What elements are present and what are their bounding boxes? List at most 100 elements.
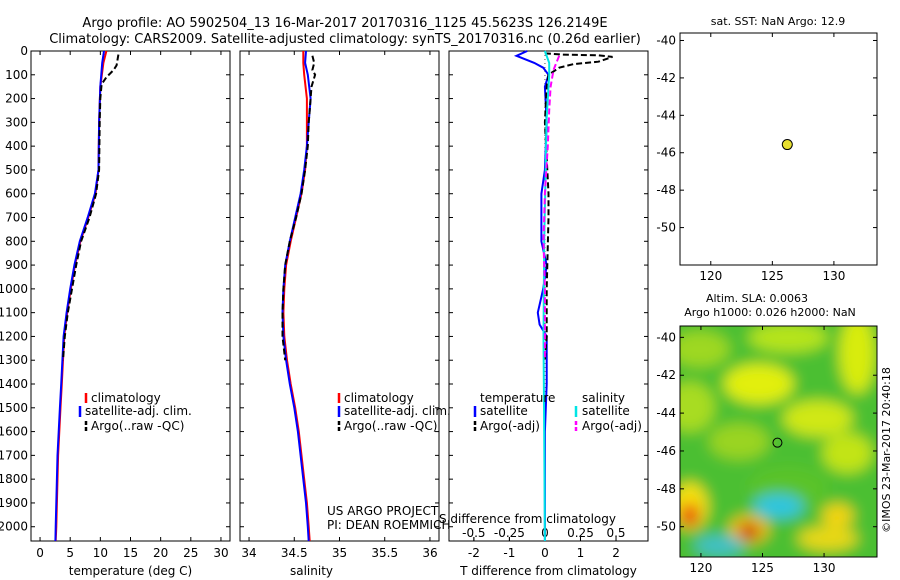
lon-tick-label: 125 [761, 269, 784, 283]
legend-label-s-argo: Argo(-adj) [582, 419, 642, 433]
x-tick-label: 20 [153, 546, 168, 560]
legend-label-argo: Argo(..raw -QC) [344, 419, 437, 433]
legend-header-temperature: temperature [480, 391, 555, 405]
top-axis-label: S difference from climatology [439, 512, 616, 526]
lat-tick-label: -42 [656, 71, 676, 85]
sla-blob [694, 535, 745, 556]
salinity-plot: 34 34.5 35 35.5 36 salinity [239, 50, 440, 578]
depth-tick-label: 1500 [0, 401, 28, 415]
x-tick-label: -2 [468, 546, 480, 560]
series-t-argo-adj- [543, 52, 613, 361]
lat-tick-label: -40 [656, 33, 676, 47]
credits-line1: US ARGO PROJECT [327, 504, 439, 518]
legend-label-climatology: climatology [344, 391, 414, 405]
lat-tick-label: -40 [656, 330, 676, 344]
series-s-satellite [542, 50, 551, 542]
difference-legend: temperature salinity satellite Argo(-adj… [473, 391, 642, 433]
sla-title-line1: Altim. SLA: 0.0063 [706, 292, 808, 305]
series-argo-raw-qc- [62, 54, 120, 361]
lon-tick-label: 125 [751, 561, 774, 575]
figure-title-line1: Argo profile: AO 5902504_13 16-Mar-2017 … [82, 16, 607, 31]
top-tick-label: -0.5 [462, 526, 485, 540]
sla-blob [680, 503, 699, 528]
series-s-argo-adj- [542, 55, 561, 361]
x-axis-label: salinity [290, 564, 333, 578]
map-frame [679, 325, 878, 558]
x-tick-label: 10 [93, 546, 108, 560]
depth-tick-label: 200 [5, 92, 28, 106]
top-tick-label: -0.25 [494, 526, 525, 540]
lat-tick-label: -50 [656, 520, 676, 534]
salinity-legend: climatology satellite-adj. clim. Argo(..… [337, 391, 451, 433]
x-tick-label: 5 [66, 546, 74, 560]
legend-label-t-satellite: satellite [480, 404, 528, 418]
sla-field-blur [680, 326, 877, 557]
series-climatology [282, 51, 311, 542]
sla-blob [782, 400, 853, 437]
depth-tick-label: 400 [5, 139, 28, 153]
depth-tick-label: 700 [5, 211, 28, 225]
sla-blob [723, 363, 794, 404]
depth-tick-label: 1000 [0, 282, 28, 296]
sla-blob [822, 433, 873, 474]
depth-tick-label: 1400 [0, 377, 28, 391]
x-tick-label: 2 [612, 546, 620, 560]
lat-tick-label: -48 [656, 482, 676, 496]
depth-tick-label: 300 [5, 115, 28, 129]
temperature-plot: 0100200300400500600700800900100011001200… [0, 44, 231, 578]
legend-label-argo: Argo(..raw -QC) [91, 419, 184, 433]
lat-tick-label: -46 [656, 146, 676, 160]
sla-title-line2: Argo h1000: 0.026 h2000: NaN [684, 306, 856, 319]
depth-tick-label: 1600 [0, 425, 28, 439]
depth-tick-label: 2000 [0, 520, 28, 534]
depth-tick-label: 1100 [0, 306, 28, 320]
x-tick-label: 34 [241, 546, 256, 560]
sla-blob [738, 523, 759, 540]
float-position-marker [781, 139, 793, 151]
sla-field [680, 326, 877, 557]
x-tick-label: -1 [503, 546, 515, 560]
depth-tick-label: 500 [5, 163, 28, 177]
imos-timestamp-label: ©IMOS 23-Mar-2017 20:40:18 [880, 367, 893, 533]
depth-tick-label: 1800 [0, 472, 28, 486]
figure-title-line2: Climatology: CARS2009. Satellite-adjuste… [49, 32, 641, 47]
x-tick-label: 15 [123, 546, 138, 560]
x-tick-label: 34.5 [281, 546, 308, 560]
lat-tick-label: -50 [656, 221, 676, 235]
legend-label-climatology: climatology [91, 391, 161, 405]
float-position-marker [772, 437, 783, 448]
x-tick-label: 25 [183, 546, 198, 560]
series-satellite-adj-clim- [54, 50, 105, 542]
legend-label-t-argo: Argo(-adj) [480, 419, 540, 433]
sla-blob [821, 503, 854, 528]
x-tick-label: 0 [541, 546, 549, 560]
depth-tick-label: 600 [5, 187, 28, 201]
x-tick-label: 36 [422, 546, 437, 560]
legend-label-s-satellite: satellite [582, 404, 630, 418]
x-axis-label: T difference from climatology [459, 564, 637, 578]
sst-title: sat. SST: NaN Argo: 12.9 [711, 15, 845, 28]
series-argo-raw-qc- [281, 55, 317, 361]
lat-tick-label: -48 [656, 183, 676, 197]
sla-blob [680, 331, 730, 368]
sla-blob [753, 494, 804, 519]
depth-tick-label: 100 [5, 68, 28, 82]
depth-tick-label: 900 [5, 258, 28, 272]
top-tick-label: 0.25 [567, 526, 594, 540]
legend-label-satellite: satellite-adj. clim. [344, 404, 451, 418]
x-tick-label: 30 [213, 546, 228, 560]
sla-blob [748, 326, 829, 353]
depth-tick-label: 1200 [0, 329, 28, 343]
top-tick-label: 0.5 [606, 526, 625, 540]
lat-tick-label: -46 [656, 444, 676, 458]
legend-label-satellite: satellite-adj. clim. [85, 404, 192, 418]
x-tick-label: 35 [332, 546, 347, 560]
depth-tick-label: 1700 [0, 448, 28, 462]
plot-frame [448, 50, 649, 542]
sla-blob [839, 326, 876, 394]
x-tick-label: 35.5 [371, 546, 398, 560]
depth-tick-label: 1300 [0, 353, 28, 367]
x-tick-label: 0 [36, 546, 44, 560]
lat-tick-label: -42 [656, 368, 676, 382]
plot-frame [239, 50, 440, 542]
